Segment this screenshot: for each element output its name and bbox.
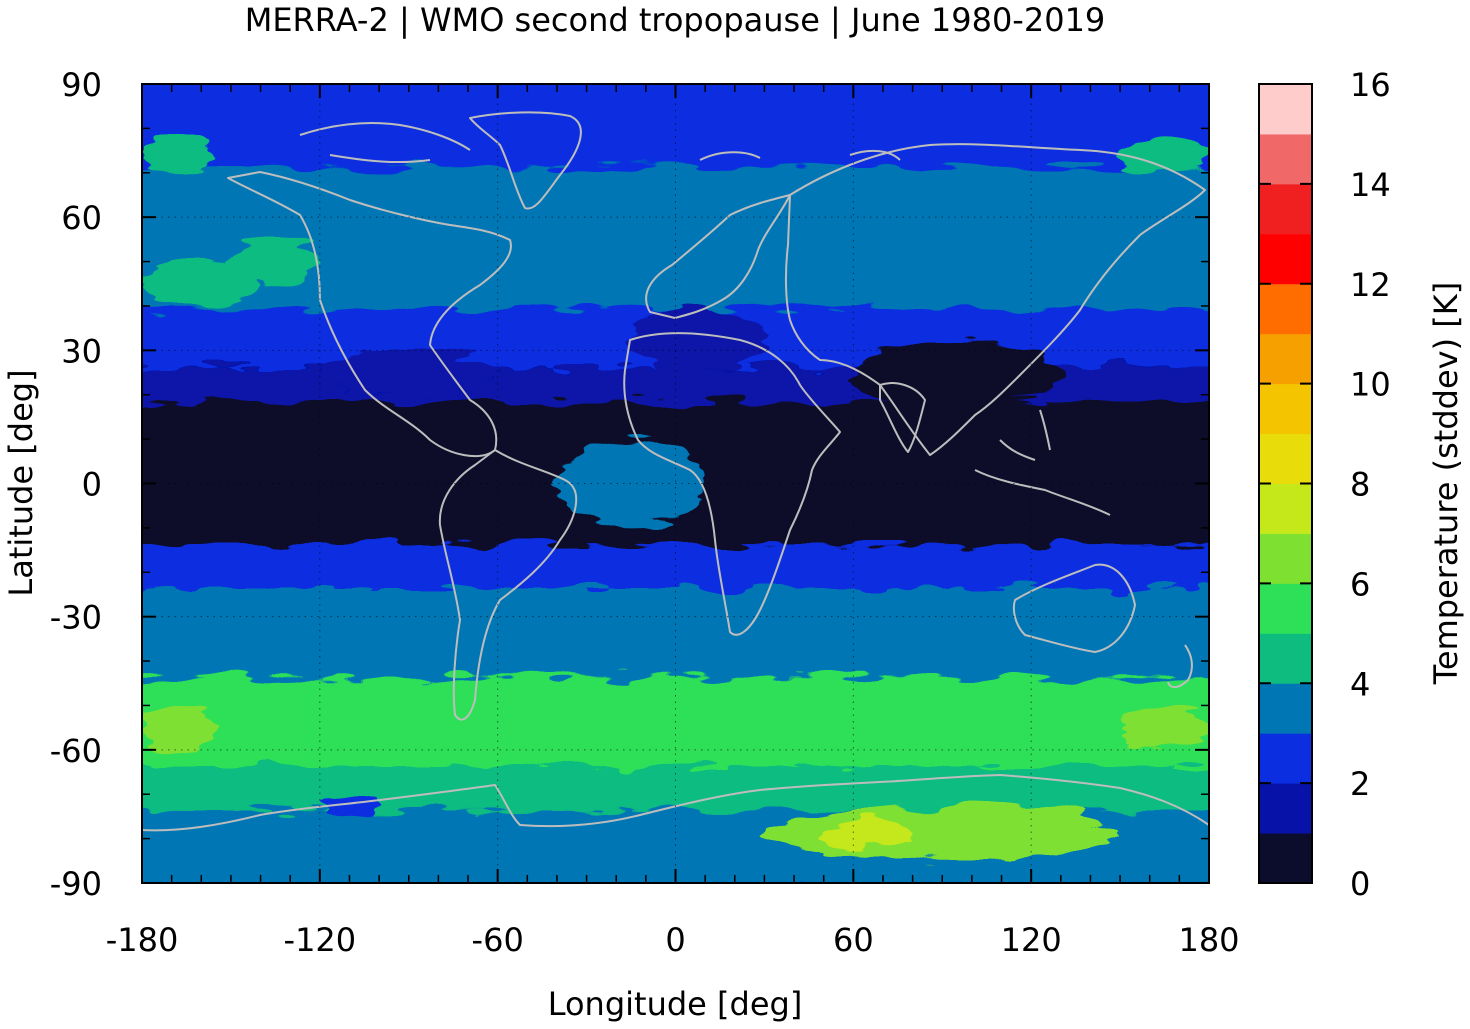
colorbar	[1259, 84, 1312, 884]
colorbar-tick-label: 0	[1350, 865, 1370, 903]
x-tick-label: 120	[1001, 921, 1062, 959]
coastline-greenland	[469, 111, 582, 210]
y-tick-label: 90	[61, 66, 102, 104]
colorbar-swatch	[1259, 733, 1312, 784]
coastline-australia	[1012, 563, 1136, 653]
colorbar-tick-label: 2	[1350, 765, 1370, 803]
field-feature	[230, 239, 320, 284]
y-tick-label: 30	[61, 332, 102, 370]
colorbar-swatch	[1259, 333, 1312, 385]
colorbar-swatch	[1259, 783, 1312, 834]
x-tick-label: 180	[1178, 921, 1239, 959]
colorbar-swatch	[1259, 833, 1312, 884]
coastline-africa	[623, 332, 841, 636]
colorbar-label: Temperature (stddev) [K]	[1427, 282, 1465, 685]
coastline-india	[879, 382, 926, 453]
field-feature	[556, 439, 706, 528]
field-feature	[1120, 137, 1209, 173]
field-feature	[319, 794, 380, 817]
y-tick-label: -90	[50, 865, 102, 903]
y-axis-minor-ticks	[142, 127, 1209, 840]
coastline-maritime-asia	[974, 409, 1111, 516]
colorbar-swatch	[1259, 583, 1312, 634]
colorbar-swatch	[1259, 233, 1312, 285]
coastline-asia	[784, 143, 1206, 456]
field-feature	[319, 350, 498, 395]
field-feature	[823, 820, 913, 848]
colorbar-swatch	[1259, 533, 1312, 584]
x-tick-label: -120	[284, 921, 357, 959]
colorbar-swatch	[1259, 133, 1312, 185]
coastlines	[142, 111, 1209, 832]
y-tick-label: 0	[82, 466, 102, 504]
y-tick-label: -30	[50, 599, 102, 637]
x-axis-label: Longitude [deg]	[548, 985, 803, 1023]
colorbar-swatch	[1259, 383, 1312, 435]
field-feature	[853, 341, 1061, 409]
colorbar-tick-label: 4	[1350, 665, 1370, 703]
gridlines	[142, 84, 1209, 883]
coastline-south-america	[438, 449, 578, 721]
y-tick-label: 60	[61, 199, 102, 237]
x-axis: -180 -120 -60 0 60 120 180	[106, 84, 1240, 959]
zonal-band	[142, 588, 1209, 690]
colorbar-swatch	[1259, 483, 1312, 534]
field-feature	[631, 305, 765, 373]
colorbar-tick-label: 8	[1350, 466, 1370, 504]
x-tick-label: 60	[833, 921, 874, 959]
y-axis-label: Latitude [deg]	[2, 369, 40, 596]
field-feature	[1120, 705, 1209, 750]
colorbar-tick-label: 14	[1350, 166, 1391, 204]
colorbar-swatch	[1259, 283, 1312, 335]
colorbar-tick-label: 10	[1350, 366, 1391, 404]
field-feature	[942, 803, 1091, 830]
y-axis: 90 60 30 0 -30 -60 -90	[50, 66, 1209, 903]
colorbar-tick-label: 16	[1350, 66, 1391, 104]
y-tick-label: -60	[50, 732, 102, 770]
x-tick-label: -180	[106, 921, 179, 959]
map-panel	[142, 84, 1209, 883]
chart-title: MERRA-2 | WMO second tropopause | June 1…	[245, 1, 1106, 39]
x-axis-minor-ticks	[170, 84, 1181, 883]
field-feature	[142, 137, 217, 173]
colorbar-tick-label: 6	[1350, 565, 1370, 603]
colorbar-ticks: 0 2 4 6 8 10 12 14 16	[1259, 66, 1391, 903]
field-feature	[142, 261, 261, 306]
colorbar-swatch	[1259, 433, 1312, 484]
colorbar-swatch	[1259, 683, 1312, 734]
colorbar-swatch	[1259, 633, 1312, 684]
coastline-arctic-islands	[299, 122, 901, 164]
colorbar-swatch	[1259, 84, 1312, 135]
x-tick-label: 0	[665, 921, 685, 959]
colorbar-tick-label: 12	[1350, 266, 1391, 304]
x-tick-label: -60	[472, 921, 524, 959]
coastline-new-zealand	[1167, 644, 1193, 688]
coastline-antarctica	[142, 774, 1209, 832]
colorbar-swatch	[1259, 183, 1312, 235]
field-feature	[142, 705, 217, 750]
